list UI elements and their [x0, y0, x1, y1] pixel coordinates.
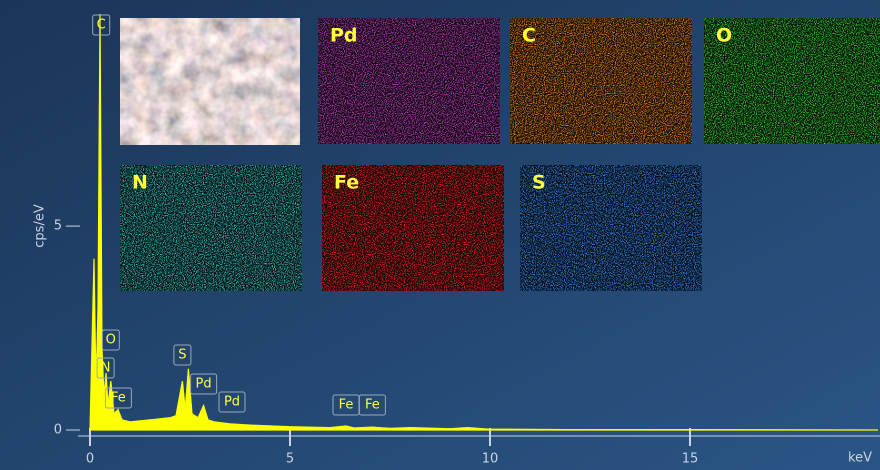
y-axis-label: cps/eV — [33, 204, 48, 248]
chart: cps/eV keV PdCONFeS05051015CONFeSPdPdFeF… — [0, 0, 880, 470]
peak-label-text: N — [101, 361, 111, 376]
peak-label-text: Fe — [111, 391, 126, 406]
map-label: C — [522, 25, 536, 47]
element-map — [510, 18, 692, 144]
map-label: O — [716, 25, 732, 47]
peak-label-text: C — [97, 18, 106, 33]
y-tick-label: 5 — [54, 219, 62, 234]
x-tick-label: 10 — [482, 452, 499, 467]
x-tick-label: 5 — [286, 452, 294, 467]
peak-label-text: S — [178, 348, 186, 363]
map-label: Fe — [334, 172, 359, 194]
x-tick-label: 15 — [682, 452, 699, 467]
y-tick-label: 0 — [54, 423, 62, 438]
map-label: S — [532, 172, 546, 194]
peak-label-text: Fe — [365, 398, 380, 413]
peak-label-text: Pd — [224, 395, 240, 410]
peak-label-text: Pd — [196, 377, 212, 392]
map-label: N — [132, 172, 148, 194]
peak-label-text: Fe — [339, 398, 354, 413]
element-map — [520, 165, 702, 291]
peak-label-text: O — [106, 333, 116, 348]
sem-image — [120, 18, 300, 145]
x-axis-label: keV — [848, 451, 872, 466]
x-tick-label: 0 — [86, 452, 94, 467]
map-label: Pd — [330, 25, 358, 47]
